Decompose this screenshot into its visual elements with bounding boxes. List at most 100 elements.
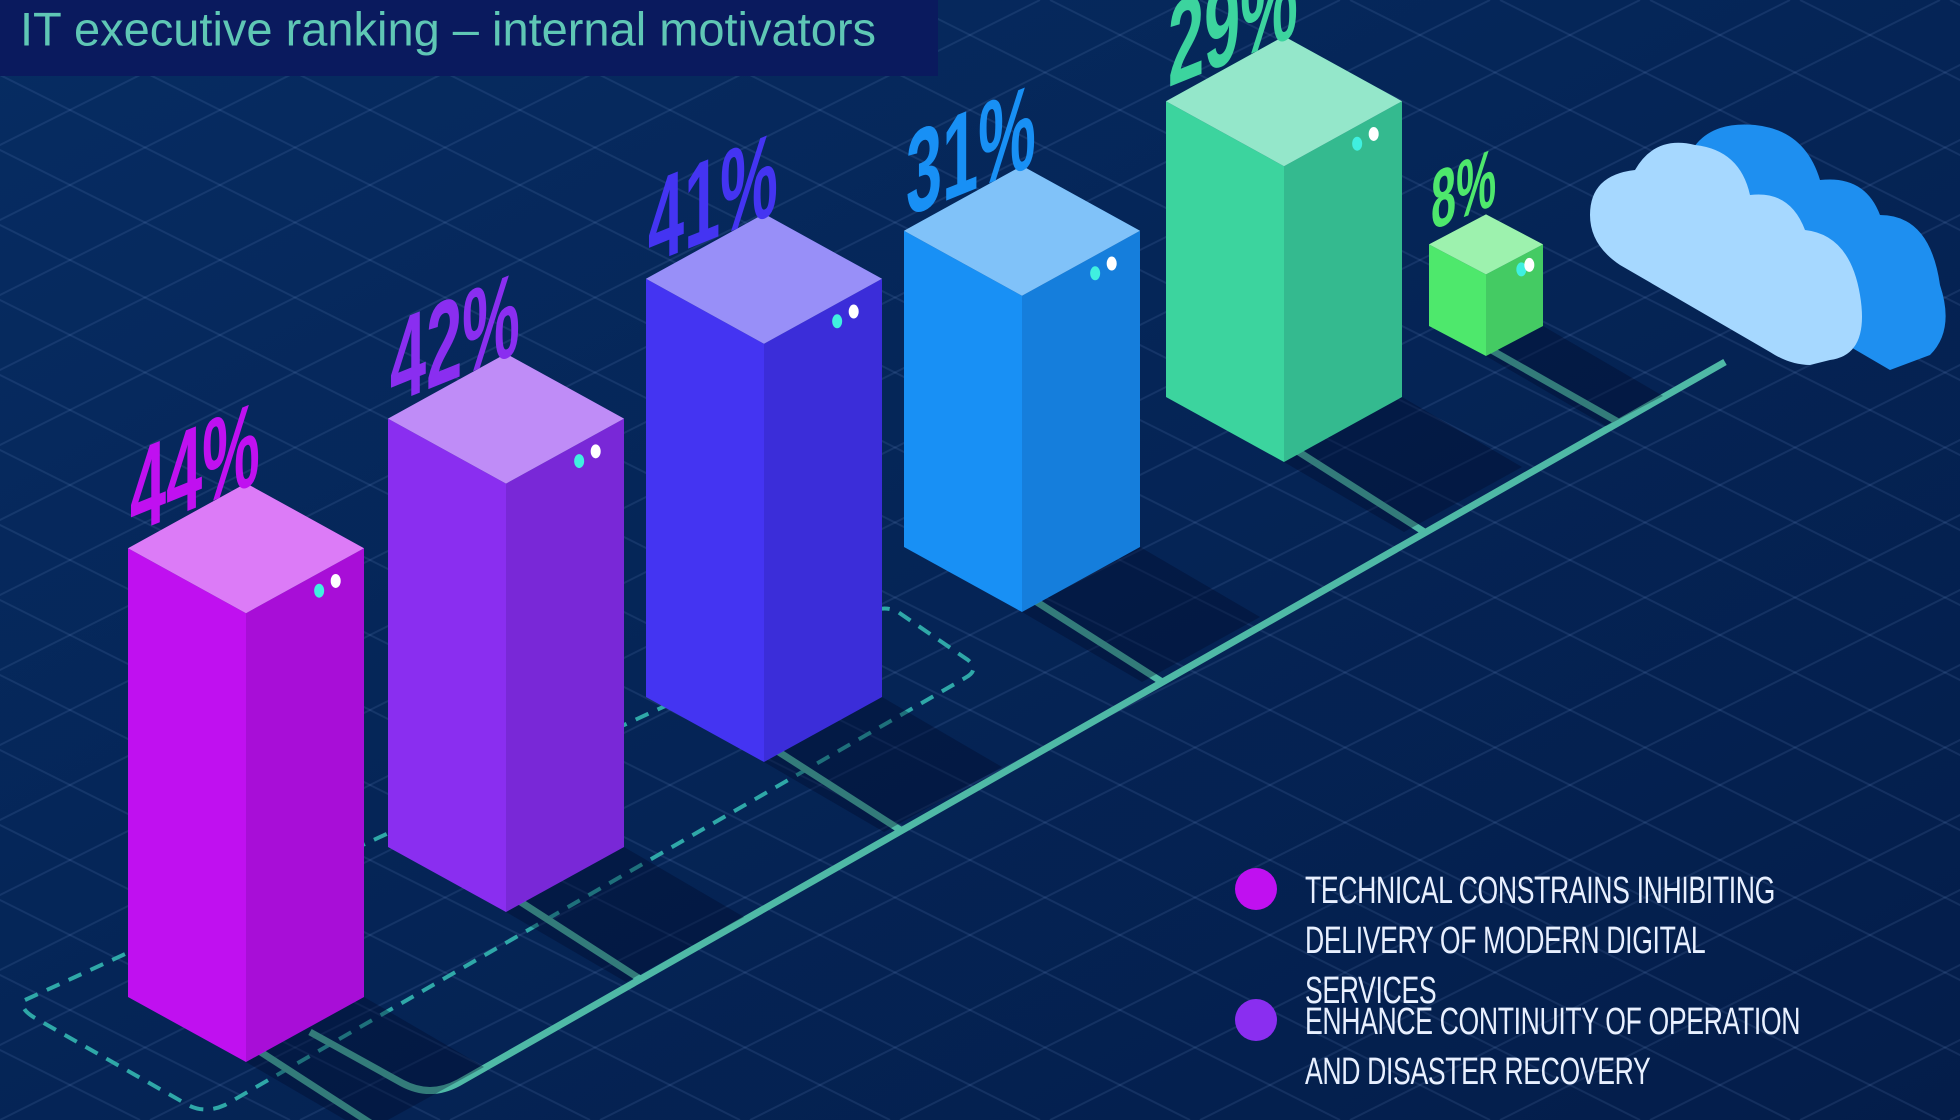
box-top-highlight xyxy=(388,353,624,484)
box-shadow xyxy=(506,847,744,982)
grid-line xyxy=(0,373,1491,1120)
box-light xyxy=(1368,126,1379,141)
grid-line xyxy=(1199,738,1960,1120)
box-top-highlight xyxy=(646,213,882,344)
box-top-highlight xyxy=(904,165,1140,296)
chart-title: IT executive ranking – internal motivato… xyxy=(20,2,876,55)
box-right-face xyxy=(1486,244,1543,356)
box-light xyxy=(1090,266,1101,281)
grid-line xyxy=(299,288,1960,1120)
legend-item: TECHNICAL CONSTRAINS INHIBITING DELIVERY… xyxy=(1235,866,1960,1016)
grid-line xyxy=(1349,813,1960,1120)
grid-line xyxy=(1499,888,1960,1120)
box xyxy=(1166,36,1522,532)
grid-line xyxy=(599,438,1960,1120)
grid-line xyxy=(899,588,1960,1120)
grid-line xyxy=(749,0,1960,607)
branch-line xyxy=(762,739,904,834)
box-light xyxy=(1516,262,1527,277)
grid-line xyxy=(149,213,1960,1120)
box-light xyxy=(1106,256,1117,271)
title-box xyxy=(0,0,938,76)
grid-line xyxy=(0,0,1191,597)
grid-line xyxy=(0,898,441,1120)
legend-label: ENHANCE CONTINUITY OF OPERATION AND DISA… xyxy=(1305,1001,1801,1093)
box-shadow xyxy=(764,697,1002,832)
branch-line xyxy=(1282,439,1428,536)
box-top xyxy=(128,483,364,614)
grid-line xyxy=(0,0,891,447)
grid-line xyxy=(449,363,1960,1120)
box-right-face xyxy=(764,278,882,762)
grid-line xyxy=(0,748,741,1120)
box-right-shade xyxy=(246,548,364,1062)
grid-line xyxy=(0,0,741,372)
connector-line xyxy=(308,358,1727,1094)
grid-line xyxy=(0,0,591,297)
box-top xyxy=(1166,36,1402,167)
box-right-shade xyxy=(764,278,882,762)
box-right-shade xyxy=(506,418,624,912)
legend-item: ENHANCE CONTINUITY OF OPERATION AND DISA… xyxy=(1235,997,1960,1097)
box-shadow xyxy=(1022,547,1260,682)
legend-swatch xyxy=(1235,868,1277,910)
grid-line xyxy=(0,0,1041,522)
box-light xyxy=(1524,257,1535,272)
legend-swatch xyxy=(1235,999,1277,1041)
box-light xyxy=(832,314,843,329)
box-top-highlight xyxy=(128,483,364,614)
box-right-face xyxy=(506,418,624,912)
box-light xyxy=(314,583,325,598)
box-left-face xyxy=(646,278,764,762)
box-shadow xyxy=(246,997,484,1120)
box-right-shade xyxy=(1022,230,1140,613)
box-left-face xyxy=(904,230,1022,613)
grid-line xyxy=(0,673,891,1120)
box-top xyxy=(388,353,624,484)
box-top-highlight xyxy=(1166,36,1402,167)
box xyxy=(646,213,1002,832)
box xyxy=(388,353,744,982)
box-right-shade xyxy=(1284,101,1402,462)
box-top-highlight xyxy=(1429,214,1543,275)
box-top xyxy=(904,165,1140,296)
branches xyxy=(244,343,1622,1120)
box-right-face xyxy=(246,548,364,1062)
box-left-face xyxy=(388,418,506,912)
grid-line xyxy=(0,0,441,222)
box-right-shade xyxy=(1486,244,1543,356)
box-top xyxy=(646,213,882,344)
box-top xyxy=(1429,214,1543,275)
grid-line xyxy=(599,0,1960,682)
box xyxy=(1429,214,1663,426)
cloud xyxy=(1590,124,1946,370)
box-light xyxy=(1352,136,1363,151)
grid-line xyxy=(749,513,1960,1120)
grid-line xyxy=(149,0,1960,907)
box xyxy=(128,483,484,1120)
box-right-face xyxy=(1022,230,1140,613)
box-left-face xyxy=(128,548,246,1062)
legend-label: TECHNICAL CONSTRAINS INHIBITING DELIVERY… xyxy=(1305,870,1775,1012)
box-light xyxy=(574,454,585,469)
box-light xyxy=(590,444,601,459)
grid-line xyxy=(0,0,1491,747)
grid-line xyxy=(0,598,1041,1120)
grid-line xyxy=(449,0,1960,757)
box-light xyxy=(848,304,859,319)
grid-line xyxy=(1499,0,1960,232)
branch-line xyxy=(1484,343,1622,426)
branch-line xyxy=(1020,589,1165,686)
grid-line xyxy=(299,0,1960,832)
box-left-face xyxy=(1429,244,1486,356)
box-shadow xyxy=(1486,326,1663,426)
box-light xyxy=(330,573,341,588)
box xyxy=(904,165,1260,682)
grid-line xyxy=(1049,0,1960,457)
dashed-outline xyxy=(21,606,976,1112)
box-left-face xyxy=(1166,101,1284,462)
